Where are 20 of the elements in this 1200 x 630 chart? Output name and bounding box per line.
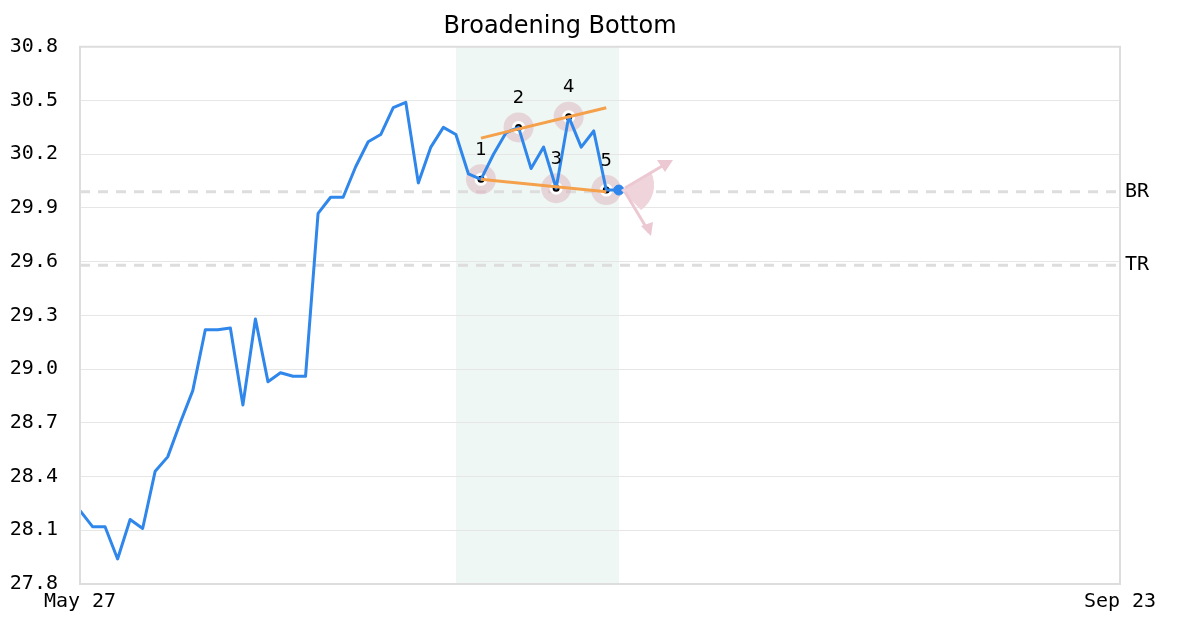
y-tick-label: 28.4 [9, 462, 58, 487]
y-tick-label: 28.1 [9, 516, 58, 541]
y-tick-label: 29.9 [9, 194, 58, 219]
x-tick-label: May 27 [43, 588, 117, 613]
annotation: 2 [512, 86, 525, 108]
y-tick-label: 29.3 [9, 301, 58, 326]
annotation: 1 [475, 137, 487, 159]
annotation: 4 [562, 75, 575, 97]
ref-line-label: BR [1125, 178, 1151, 203]
chart-title: Broadening Bottom [443, 10, 677, 39]
y-tick-label: 30.5 [9, 86, 58, 111]
ref-line-label: TR [1125, 251, 1151, 276]
y-tick-label: 29.0 [9, 355, 58, 380]
annotation: 3 [550, 146, 562, 168]
annotation: 5 [600, 148, 612, 170]
y-tick-label: 29.6 [9, 247, 58, 272]
y-tick-label: 30.8 [9, 33, 58, 57]
x-tick-label: Sep 23 [1083, 588, 1157, 613]
y-tick-label: 28.7 [9, 409, 58, 434]
y-tick-label: 30.2 [9, 140, 58, 165]
